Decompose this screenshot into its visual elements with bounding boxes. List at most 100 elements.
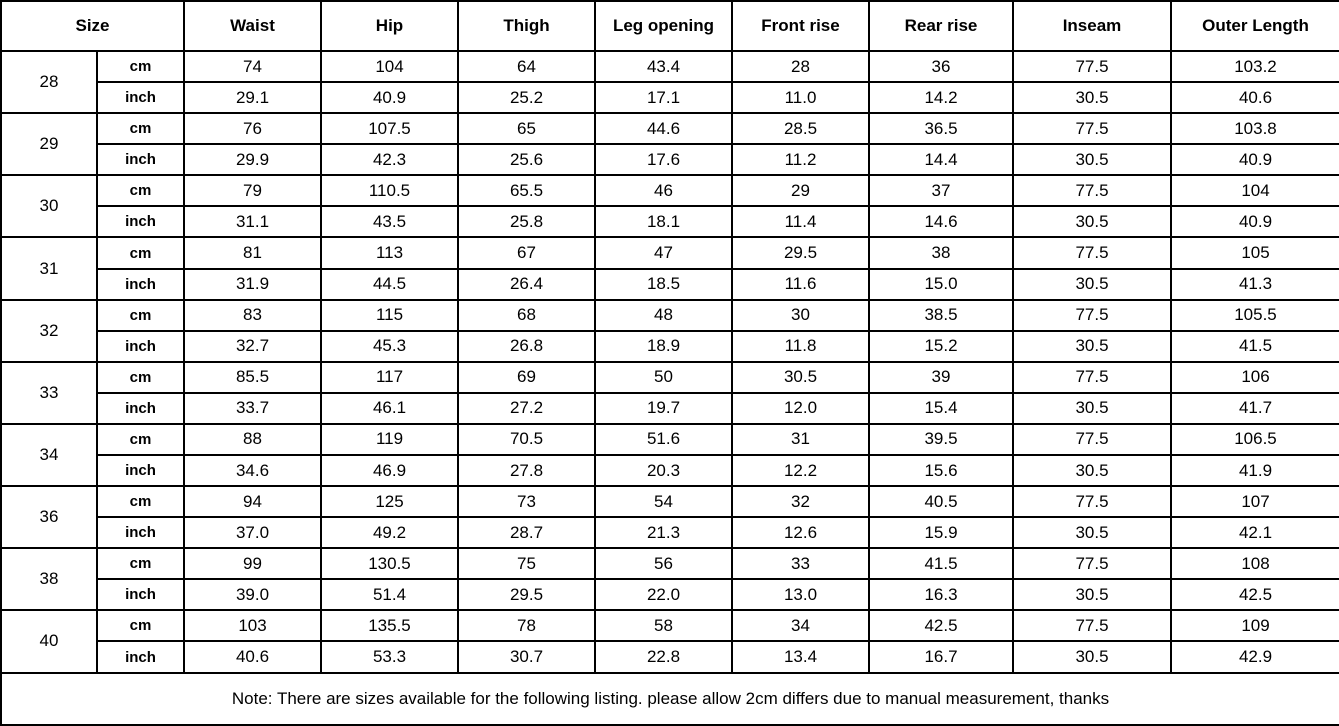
measurement-value: 46.1 [320,391,459,425]
measurement-value: 11.0 [731,81,870,115]
measurement-value: 77.5 [1012,360,1172,394]
table-row: 40 cm 103 135.5 78 58 34 42.5 77.5 109 [0,609,1339,674]
column-header-inseam: Inseam [1012,0,1172,52]
measurement-value: 38 [868,236,1014,270]
measurement-value: 30.5 [1012,391,1172,425]
measurement-value: 18.9 [594,329,733,363]
measurement-value: 33.7 [183,391,322,425]
measurement-value: 51.6 [594,422,733,457]
measurement-value: 107 [1170,485,1339,519]
unit-label-cm: cm [96,422,185,457]
measurement-value: 65.5 [457,174,596,208]
measurement-value: 53.3 [320,640,459,674]
measurement-value: 50 [594,360,733,394]
measurement-value: 105 [1170,236,1339,270]
measurement-value: 11.6 [731,267,870,301]
measurement-value: 88 [183,422,322,457]
column-header-outer-length: Outer Length [1170,0,1339,52]
unit-label-cm: cm [96,174,185,208]
measurement-value: 117 [320,360,459,394]
measurement-value: 30.5 [1012,81,1172,115]
measurement-value: 104 [320,49,459,84]
unit-label-inch: inch [96,81,185,115]
measurement-value: 15.6 [868,454,1014,488]
measurement-value: 44.6 [594,112,733,146]
size-label: 34 [0,422,98,488]
measurement-value: 39.0 [183,578,322,612]
measurement-value: 77.5 [1012,174,1172,208]
measurement-value: 28.5 [731,112,870,146]
measurement-value: 54 [594,485,733,519]
measurement-value: 77.5 [1012,298,1172,332]
table-row: inch 31.1 43.5 25.8 18.1 11.4 14.6 30.5 40.9 [1,205,1339,239]
measurement-value: 20.3 [594,454,733,488]
measurement-value: 40.9 [1170,205,1339,239]
column-header-thigh: Thigh [457,0,596,52]
table-body: 28 cm 74 104 64 43.4 28 36 77.5 103.2 inch 29.1 40.9… [0,49,1339,726]
measurement-value: 13.4 [731,640,870,674]
measurement-value: 43.5 [320,205,459,239]
measurement-value: 105.5 [1170,298,1339,332]
measurement-value: 103.2 [1170,49,1339,84]
measurement-value: 78 [457,609,596,643]
measurement-value: 77.5 [1012,547,1172,581]
measurement-value: 65 [457,112,596,146]
measurement-value: 36 [868,49,1014,84]
unit-label-cm: cm [96,609,185,643]
table-row: 31 cm 81 113 67 47 29.5 38 77.5 105 [0,236,1339,301]
table-row: inch 33.7 46.1 27.2 19.7 12.0 15.4 30.5 41.7 [1,391,1339,425]
size-label: 30 [0,174,98,239]
measurement-value: 16.7 [868,640,1014,674]
measurement-value: 30.5 [1012,640,1172,674]
measurement-value: 27.8 [457,454,596,488]
table-row: inch 31.9 44.5 26.4 18.5 11.6 15.0 30.5 41.3 [1,267,1339,301]
measurement-value: 29.1 [183,81,322,115]
measurement-value: 40.6 [183,640,322,674]
measurement-value: 37 [868,174,1014,208]
measurement-value: 135.5 [320,609,459,643]
measurement-value: 70.5 [457,422,596,457]
unit-label-inch: inch [96,391,185,425]
measurement-value: 29 [731,174,870,208]
measurement-value: 36.5 [868,112,1014,146]
measurement-value: 19.7 [594,391,733,425]
unit-label-cm: cm [96,360,185,394]
table-row: 28 cm 74 104 64 43.4 28 36 77.5 103.2 [0,49,1339,115]
measurement-value: 41.3 [1170,267,1339,301]
measurement-value: 107.5 [320,112,459,146]
measurement-value: 109 [1170,609,1339,643]
column-header-waist: Waist [183,0,322,52]
measurement-value: 41.5 [1170,329,1339,363]
measurement-value: 12.6 [731,516,870,550]
measurement-value: 21.3 [594,516,733,550]
unit-label-inch: inch [96,578,185,612]
measurement-value: 113 [320,236,459,270]
unit-label-inch: inch [96,329,185,363]
measurement-value: 17.1 [594,81,733,115]
measurement-value: 15.9 [868,516,1014,550]
unit-label-inch: inch [96,143,185,177]
measurement-value: 104 [1170,174,1339,208]
measurement-value: 77.5 [1012,422,1172,457]
table-header-row: Size Waist Hip Thigh Leg opening Front r… [0,0,1339,52]
measurement-value: 42.5 [1170,578,1339,612]
unit-label-inch: inch [96,640,185,674]
unit-label-inch: inch [96,454,185,488]
size-label: 40 [0,609,98,674]
table-row: 34 cm 88 119 70.5 51.6 31 39.5 77.5 106.5 [0,422,1339,488]
measurement-value: 31.1 [183,205,322,239]
measurement-value: 79 [183,174,322,208]
table-row: inch 39.0 51.4 29.5 22.0 13.0 16.3 30.5 42.5 [1,578,1339,612]
measurement-value: 27.2 [457,391,596,425]
measurement-value: 51.4 [320,578,459,612]
measurement-value: 68 [457,298,596,332]
measurement-value: 85.5 [183,360,322,394]
measurement-value: 31 [731,422,870,457]
measurement-value: 38.5 [868,298,1014,332]
measurement-value: 32.7 [183,329,322,363]
measurement-value: 49.2 [320,516,459,550]
measurement-value: 67 [457,236,596,270]
table-row: inch 40.6 53.3 30.7 22.8 13.4 16.7 30.5 42.9 [1,640,1339,674]
column-header-hip: Hip [320,0,459,52]
